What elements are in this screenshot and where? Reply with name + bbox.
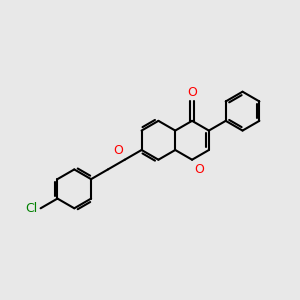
Text: Cl: Cl: [25, 202, 37, 215]
Text: O: O: [113, 144, 123, 157]
Text: O: O: [194, 163, 204, 176]
Text: O: O: [187, 86, 197, 99]
